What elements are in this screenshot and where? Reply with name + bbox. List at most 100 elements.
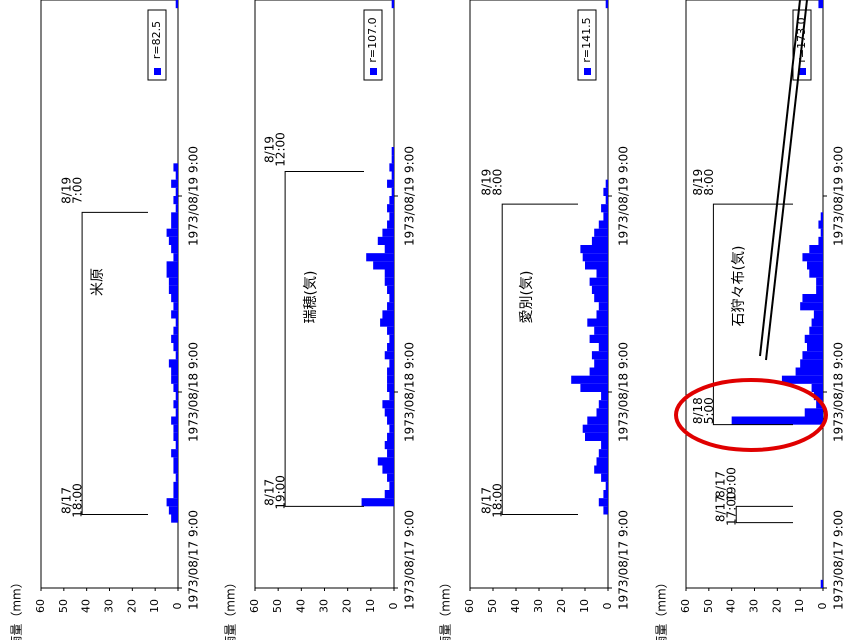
rain-bar <box>589 277 608 286</box>
rain-bar <box>585 261 608 270</box>
rain-bar <box>175 441 178 450</box>
y-tick-label: 50 <box>702 599 715 613</box>
rain-bar <box>382 400 394 409</box>
y-tick-label: 50 <box>57 599 70 613</box>
rain-bar <box>589 367 608 376</box>
rain-bar <box>804 408 823 417</box>
rain-bar <box>173 465 178 474</box>
rain-bar <box>389 163 394 172</box>
rain-bar <box>571 375 608 384</box>
y-tick-label: 20 <box>125 599 138 613</box>
rain-bar <box>389 392 394 401</box>
y-tick-label: 30 <box>532 599 545 613</box>
y-axis-title: 雨量（mm） <box>655 576 669 640</box>
rain-bar <box>802 351 823 360</box>
rain-bar <box>361 498 394 507</box>
rain-bar <box>391 171 394 180</box>
rain-bar <box>594 228 608 237</box>
period-bracket-end-date: 8/19 <box>60 177 74 204</box>
rain-bar <box>603 506 608 515</box>
y-tick-label: 10 <box>364 599 377 613</box>
y-tick-label: 0 <box>387 603 400 610</box>
y-tick-label: 40 <box>725 599 738 613</box>
rain-bar <box>387 375 394 384</box>
rain-bar <box>816 277 823 286</box>
rain-bar <box>580 245 608 254</box>
y-tick-label: 10 <box>148 599 161 613</box>
period-bracket-2-start-date: 8/17 <box>714 495 728 522</box>
rain-bar <box>795 367 823 376</box>
rain-bar <box>391 0 394 9</box>
rain-bar <box>813 310 823 319</box>
rain-bar <box>382 465 394 474</box>
rain-bar <box>603 490 608 499</box>
rain-bar <box>175 392 178 401</box>
rain-bar <box>816 400 823 409</box>
legend-box <box>363 9 383 81</box>
rain-bar <box>818 220 823 229</box>
rain-bar <box>387 179 394 188</box>
y-tick-label: 50 <box>486 599 499 613</box>
rain-bar <box>175 0 178 9</box>
rain-bar <box>813 392 823 401</box>
rain-bar <box>175 318 178 327</box>
y-tick-label: 0 <box>601 603 614 610</box>
rain-bar <box>594 326 608 335</box>
chart-title: 瑞穂(気) <box>303 271 319 324</box>
x-tick-label: 1973/08/17 9:00 <box>403 510 417 610</box>
rain-bar <box>387 367 394 376</box>
period-bracket-2-end-date: 8/17 <box>714 471 728 498</box>
y-tick-label: 30 <box>103 599 116 613</box>
rain-bar <box>591 351 608 360</box>
rain-bar <box>382 310 394 319</box>
rain-bar <box>391 155 394 164</box>
rain-bar <box>731 416 823 425</box>
rain-bar <box>175 408 178 417</box>
legend-swatch <box>584 68 591 75</box>
y-tick-label: 60 <box>248 599 261 613</box>
period-bracket-start-date: 8/18 <box>691 397 705 424</box>
chart-panel-4: 60 50 40 30 20 10 0 雨量（mm） 1973/08/17 9:00 1973/0… <box>655 0 846 640</box>
rain-bar <box>587 416 608 425</box>
chart-title: 石狩々布(気) <box>731 246 747 327</box>
rain-bar <box>598 343 608 352</box>
rain-bar <box>802 253 823 262</box>
period-bracket <box>284 171 364 507</box>
legend-label: r=82.5 <box>150 21 163 59</box>
period-bracket-start-time: 18:00 <box>491 483 505 518</box>
rain-bar <box>601 473 608 482</box>
rain-bar <box>173 490 178 499</box>
rain-bar <box>171 514 178 523</box>
y-tick-label: 50 <box>271 599 284 613</box>
rain-bar <box>171 245 178 254</box>
period-bracket-end-date: 8/19 <box>263 136 277 163</box>
rain-bar <box>387 383 394 392</box>
period-bracket-2 <box>735 505 793 524</box>
rain-bar <box>598 449 608 458</box>
chart-title: 米原 <box>90 268 106 296</box>
rain-bar <box>818 236 823 245</box>
rain-bar <box>173 383 178 392</box>
period-bracket-start-date: 8/17 <box>60 487 74 514</box>
period-bracket-end-time: 8:00 <box>491 169 505 196</box>
rain-bar <box>173 163 178 172</box>
period-bracket-end-time: 7:00 <box>71 177 85 204</box>
rain-bar <box>384 277 394 286</box>
legend-swatch <box>799 68 806 75</box>
rain-bar <box>389 196 394 205</box>
y-tick-label: 20 <box>341 599 354 613</box>
rain-bar <box>807 261 823 270</box>
legend-swatch <box>370 68 377 75</box>
rain-bar <box>603 187 608 196</box>
rain-bar <box>605 196 608 205</box>
y-tick-label: 10 <box>793 599 806 613</box>
rain-bar <box>377 457 394 466</box>
rain-bar <box>603 212 608 221</box>
rain-bar <box>384 269 394 278</box>
rain-bar <box>582 253 608 262</box>
rain-bar <box>591 285 608 294</box>
rain-bar <box>366 253 394 262</box>
rain-bar <box>591 236 608 245</box>
rain-bar <box>380 318 394 327</box>
